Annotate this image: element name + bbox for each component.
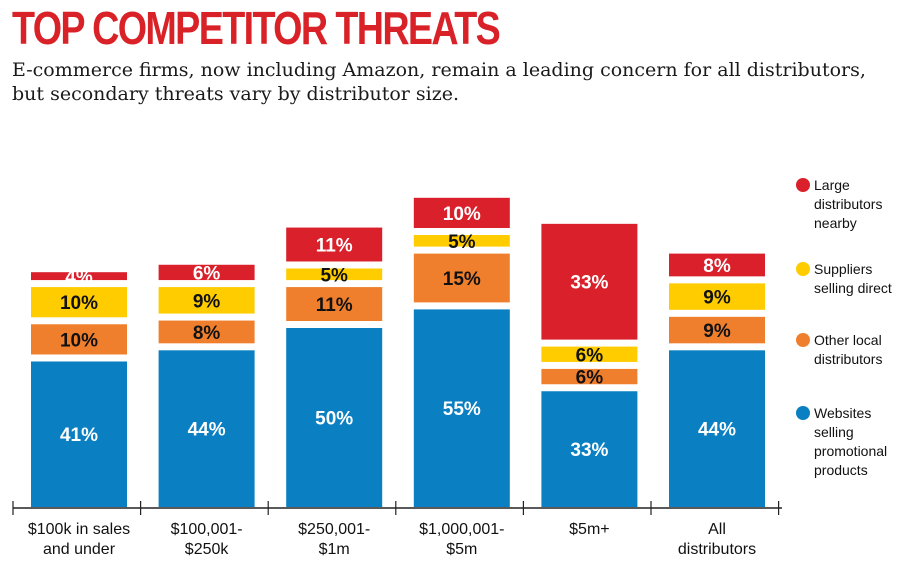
data-label: 44% (188, 420, 226, 441)
legend-label: products (814, 462, 868, 478)
data-label: 11% (316, 295, 353, 316)
legend-label: selling (814, 424, 854, 440)
data-label: 5% (320, 265, 348, 286)
data-label: 44% (698, 420, 736, 441)
bar-segment (669, 350, 765, 507)
bar-segment (31, 324, 127, 355)
legend-swatch (796, 178, 810, 192)
category-label: distributors (678, 541, 756, 558)
category-label: $100,001- (171, 521, 243, 538)
bar-segment (669, 283, 765, 310)
data-label: 10% (443, 204, 481, 225)
bar-segment (158, 350, 255, 507)
legend-label: Websites (814, 405, 871, 421)
bar-segment (541, 346, 638, 362)
bar-segment (286, 227, 383, 262)
bar-segment (31, 361, 127, 507)
data-label: 41% (60, 425, 98, 446)
bar-segment (158, 264, 255, 281)
data-label: 10% (60, 330, 98, 351)
legend-label: nearby (814, 215, 857, 231)
data-label: 33% (570, 440, 608, 461)
bar-segment (541, 368, 638, 385)
data-label: 8% (193, 323, 221, 344)
bar-segment (413, 197, 510, 228)
category-label: $5m+ (569, 521, 609, 538)
data-label: 55% (443, 399, 481, 420)
category-label: $100k in sales (28, 521, 130, 538)
legend-label: distributors (814, 196, 882, 212)
bar-segment (286, 268, 383, 281)
bar-segment (669, 253, 765, 277)
category-label: $250k (185, 541, 230, 558)
legend-label: Suppliers (814, 261, 872, 277)
data-label: 9% (703, 288, 731, 309)
legend-label: Large (814, 177, 850, 193)
bar-segment (286, 328, 383, 507)
legend-label: promotional (814, 443, 887, 459)
data-label: 50% (315, 409, 353, 430)
bar-segment (541, 391, 638, 507)
category-label: $5m (446, 541, 477, 558)
bar-segment (286, 287, 383, 321)
bar-segment (541, 223, 638, 340)
bar-segment (158, 320, 255, 344)
chart-title: TOP COMPETITOR THREATS (12, 2, 501, 54)
data-label: 8% (703, 256, 731, 277)
legend-swatch (796, 262, 810, 276)
bar-segment (158, 287, 255, 314)
data-label: 9% (193, 291, 221, 312)
bar-segment (669, 316, 765, 344)
legend-label: Other local (814, 332, 882, 348)
legend-label: selling direct (814, 280, 892, 296)
bar-segment (413, 235, 510, 247)
bar-segment (413, 309, 510, 507)
category-label: $1m (319, 541, 350, 558)
legend-swatch (796, 333, 810, 347)
chart-subtitle: E-commerce firms, now including Amazon, … (12, 59, 866, 105)
data-label: 15% (443, 269, 481, 290)
category-label: All (708, 521, 726, 538)
bar-segment (31, 287, 127, 318)
bar-segment (413, 253, 510, 303)
data-label: 10% (60, 293, 98, 314)
data-label: 11% (316, 236, 353, 257)
data-label: 6% (576, 345, 604, 366)
bar-segment (31, 272, 127, 281)
data-label: 9% (703, 321, 731, 342)
data-label: 5% (448, 232, 476, 253)
legend-swatch (796, 406, 810, 420)
data-label: 6% (576, 368, 604, 389)
category-label: and under (43, 541, 116, 558)
data-label: 6% (193, 263, 221, 284)
legend-label: distributors (814, 351, 882, 367)
data-label: 33% (570, 273, 608, 294)
data-label: 4% (65, 267, 93, 288)
category-label: $1,000,001- (419, 521, 504, 538)
category-label: $250,001- (298, 521, 370, 538)
